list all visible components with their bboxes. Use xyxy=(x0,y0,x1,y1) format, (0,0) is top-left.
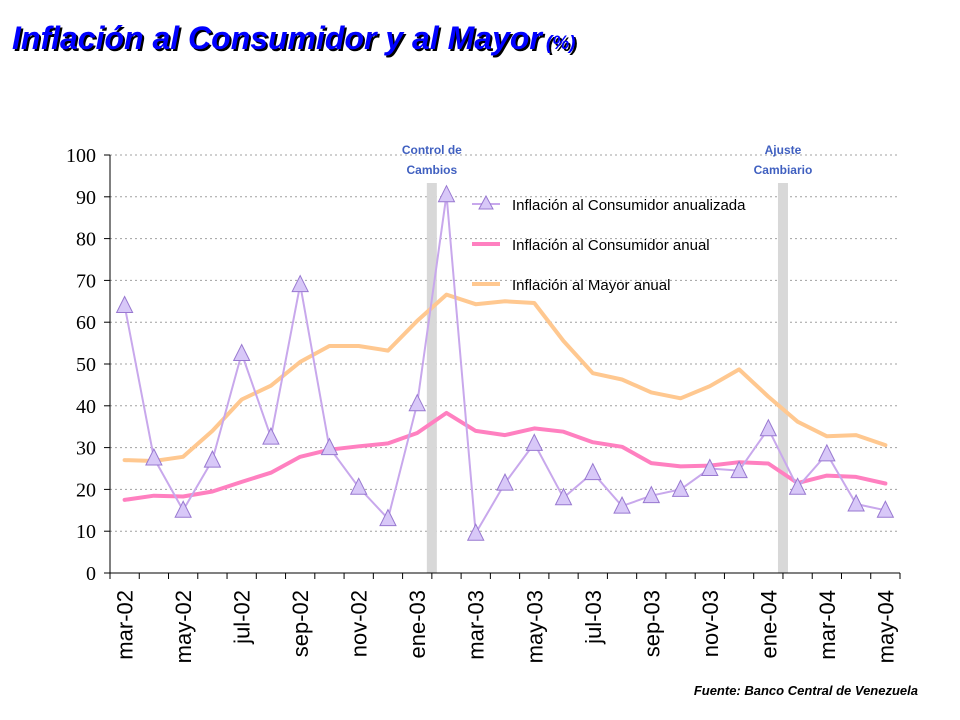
data-point xyxy=(701,458,719,476)
data-point xyxy=(613,496,631,514)
y-tick-label: 10 xyxy=(76,521,96,543)
data-point xyxy=(847,493,865,512)
legend-label: Inflación al Consumidor anualizada xyxy=(512,197,746,214)
x-tick-label: may-04 xyxy=(873,590,898,663)
data-point xyxy=(203,450,222,468)
x-tick-label: sep-03 xyxy=(639,590,664,657)
slide-title: Inflación al Consumidor y al Mayor (%) xyxy=(12,20,575,57)
x-tick-label: may-03 xyxy=(522,590,547,663)
data-point xyxy=(349,477,368,495)
event-label-line2: Cambiario xyxy=(754,163,813,177)
x-tick-label: nov-03 xyxy=(698,590,723,657)
data-point xyxy=(466,523,485,541)
legend-label: Inflación al Consumidor anual xyxy=(512,237,710,254)
data-point xyxy=(437,184,456,203)
y-tick-label: 70 xyxy=(76,270,96,292)
data-point xyxy=(174,500,192,518)
data-point xyxy=(145,447,163,466)
x-tick-label: may-02 xyxy=(171,590,196,663)
data-point xyxy=(730,460,748,479)
x-tick-label: sep-02 xyxy=(288,590,313,657)
x-tick-label: mar-04 xyxy=(815,590,840,660)
y-tick-label: 0 xyxy=(86,563,96,585)
data-point xyxy=(291,274,309,293)
data-point xyxy=(320,437,339,456)
y-tick-labels: 0 10 20 30 40 50 60 70 80 90 100 xyxy=(66,145,96,585)
y-tick-label: 30 xyxy=(76,438,96,460)
data-point xyxy=(232,343,251,362)
data-point xyxy=(818,443,836,462)
data-point xyxy=(496,473,514,491)
data-point xyxy=(876,500,895,518)
data-point xyxy=(262,427,280,445)
data-point xyxy=(408,393,427,412)
x-tick-label: ene-03 xyxy=(405,590,430,659)
legend-marker xyxy=(478,194,494,210)
x-tick-label: mar-03 xyxy=(464,590,489,660)
event-bar xyxy=(777,183,788,573)
y-tick-label: 40 xyxy=(76,396,96,418)
grid-lines xyxy=(110,154,900,532)
x-tick-label: mar-02 xyxy=(113,590,138,660)
legend: Inflación al Consumidor anualizada Inflac… xyxy=(472,194,746,294)
source-note: Fuente: Banco Central de Venezuela xyxy=(693,683,918,698)
legend-label: Inflación al Mayor anual xyxy=(512,277,670,294)
y-tick-label: 20 xyxy=(76,479,96,501)
y-tick-label: 80 xyxy=(76,229,96,251)
data-point xyxy=(379,508,397,527)
title-unit: (%) xyxy=(545,33,576,54)
x-tick-label: jul-03 xyxy=(581,590,606,645)
x-tick-labels: mar-02 may-02 jul-02 sep-02 nov-02 ene-03 mar-… xyxy=(113,590,899,663)
x-tick-label: nov-02 xyxy=(347,590,372,657)
event-label-line1: Control de xyxy=(402,143,462,157)
title-text: Inflación al Consumidor y al Mayor xyxy=(12,20,542,56)
event-label-line1: Ajuste xyxy=(765,143,802,157)
x-tick-label: ene-04 xyxy=(756,590,781,659)
y-tick-label: 50 xyxy=(76,354,96,376)
data-point xyxy=(642,485,661,504)
x-tick-label: jul-02 xyxy=(230,590,255,645)
data-point xyxy=(788,477,807,495)
event-label-line2: Cambios xyxy=(407,163,458,177)
axes xyxy=(104,154,901,579)
y-tick-label: 90 xyxy=(76,187,96,209)
data-point xyxy=(115,295,134,313)
series-line-1 xyxy=(122,410,888,502)
y-tick-label: 60 xyxy=(76,312,96,334)
data-point xyxy=(525,433,544,451)
data-point xyxy=(671,479,690,497)
data-point xyxy=(554,487,573,506)
data-point xyxy=(759,418,778,437)
event-bar xyxy=(426,183,437,573)
event-markers: Control de Cambios Ajuste Cambiario xyxy=(402,143,812,573)
series-line-2 xyxy=(122,292,888,463)
y-tick-label: 100 xyxy=(66,145,96,167)
series-lines xyxy=(115,184,895,541)
data-point xyxy=(583,462,602,481)
